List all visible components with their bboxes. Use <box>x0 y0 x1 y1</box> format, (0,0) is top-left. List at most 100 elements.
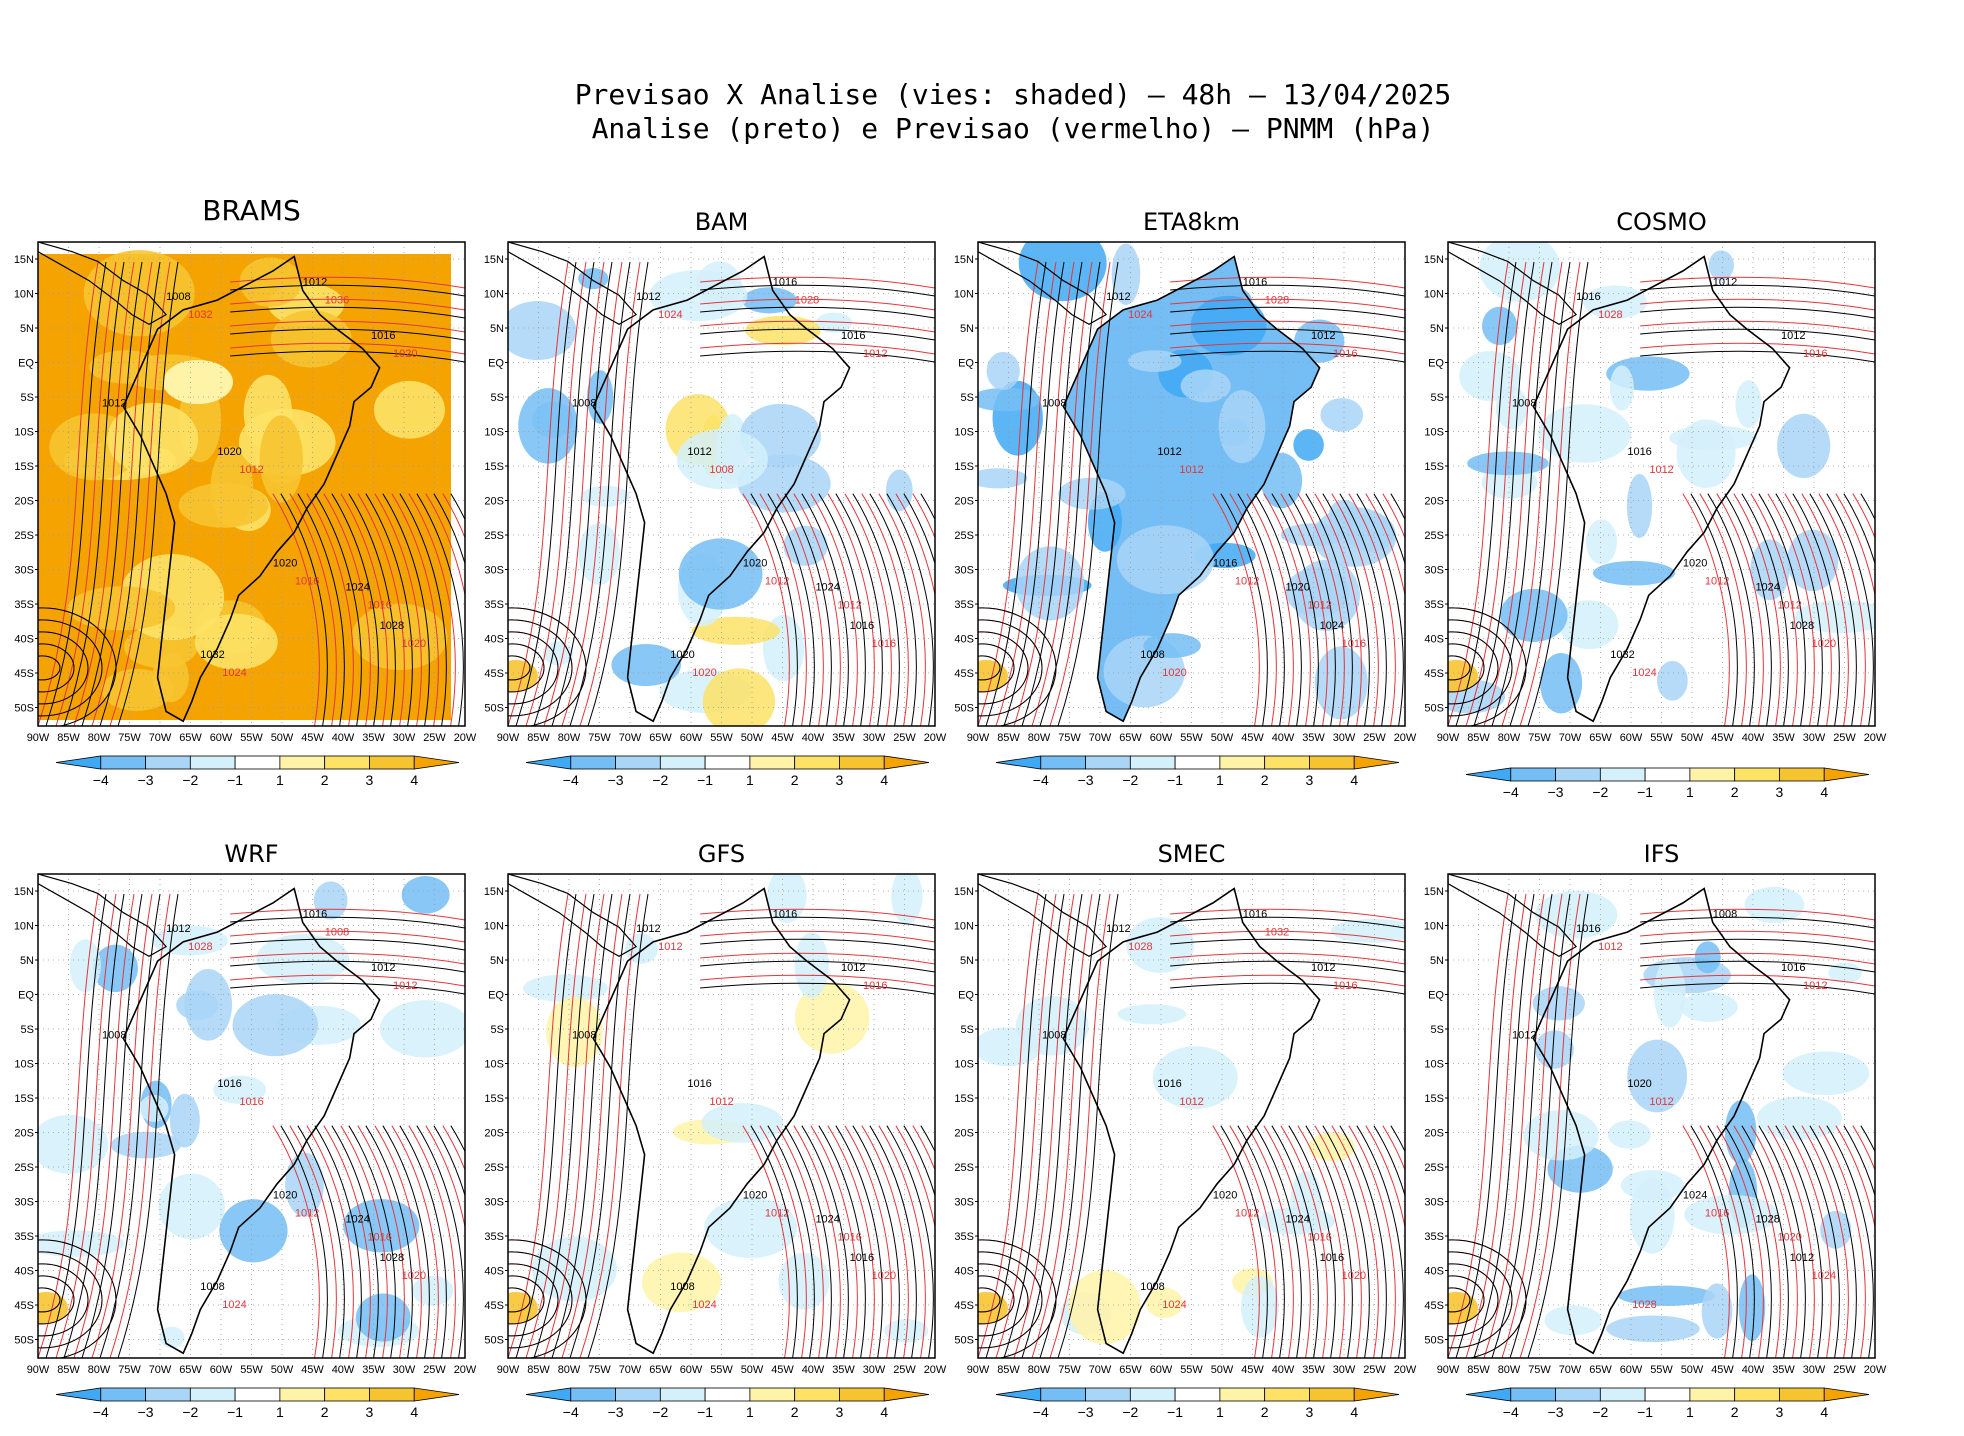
analysis-isobar <box>852 493 900 726</box>
lon-tick-label: 60W <box>1150 1364 1173 1376</box>
colorbar-cell <box>1689 1387 1736 1402</box>
forecast-isobar <box>73 261 135 726</box>
lon-tick-label: 70W <box>149 732 172 744</box>
analysis-label: 1008 <box>166 291 190 303</box>
analysis-isobar <box>1758 1125 1806 1358</box>
analysis-isobar <box>348 493 396 726</box>
bias-patch <box>1260 452 1303 509</box>
lat-tick-label: EQ <box>1428 358 1444 370</box>
forecast-label: 1024 <box>1812 1270 1836 1282</box>
lat-tick-label: 35S <box>1424 1231 1444 1243</box>
panel-ifs: IFS 1016 1008 1012 1016 1020 1024 1028 1012 1012 1… <box>1424 840 1887 1420</box>
forecast-label: 1012 <box>1649 1096 1673 1108</box>
colorbar-cell <box>1734 1387 1780 1402</box>
lon-tick-label: 50W <box>1211 1364 1234 1376</box>
analysis-isobar <box>1390 493 1405 521</box>
lon-tick-label: 80W <box>1498 1364 1521 1376</box>
analysis-isobar <box>1707 493 1755 726</box>
forecast-isobar <box>844 493 892 726</box>
lat-tick-label: 30S <box>14 565 34 577</box>
lon-tick-label: 55W <box>1650 732 1673 744</box>
bias-patch <box>219 1199 288 1263</box>
colorbar: −4 −3 −2 −1 1 2 3 4 <box>995 755 1400 788</box>
forecast-label: 1012 <box>1803 980 1827 992</box>
lon-tick-label: 90W <box>497 1364 520 1376</box>
bias-patch <box>239 257 302 307</box>
analysis-label: 1032 <box>1610 649 1634 661</box>
analysis-isobar <box>1473 893 1535 1358</box>
analysis-isobar <box>533 261 595 726</box>
colorbar-label: 2 <box>791 1404 799 1420</box>
analysis-label: 1024 <box>1285 1213 1309 1225</box>
central-america-outline <box>508 874 638 957</box>
panel-cosmo: COSMO 1016 1012 1008 1012 1016 1020 1024 1028 103… <box>1424 208 1887 800</box>
forecast-isobar <box>230 952 465 965</box>
bias-patch <box>1196 492 1231 535</box>
analysis-isobar <box>1021 261 1083 726</box>
bias-patch <box>1018 242 1107 302</box>
forecast-label: 1016 <box>1307 1231 1331 1243</box>
forecast-label: 1024 <box>1128 309 1152 321</box>
bias-patch <box>1293 429 1324 461</box>
forecast-label: 1016 <box>367 1231 391 1243</box>
forecast-label: 1020 <box>692 667 716 679</box>
bias-patch <box>978 468 1028 489</box>
analysis-label: 1008 <box>670 1281 694 1293</box>
colorbar-label: 4 <box>410 1404 418 1420</box>
forecast-isobar <box>1170 908 1405 921</box>
analysis-isobar <box>63 261 125 726</box>
analysis-isobar <box>45 261 107 726</box>
analysis-isobar <box>1509 261 1571 726</box>
analysis-isobar <box>1039 893 1101 1358</box>
analysis-label: 1016 <box>687 1078 711 1090</box>
south-america-outline <box>592 255 851 723</box>
analysis-isobar <box>1509 893 1571 1358</box>
panel-title: BRAMS <box>202 194 301 227</box>
forecast-label: 1016 <box>1803 348 1827 360</box>
lat-tick-label: 40S <box>14 634 34 646</box>
colorbar: −4 −3 −2 −1 1 2 3 4 <box>525 1387 930 1420</box>
bias-patch <box>1708 250 1734 281</box>
forecast-isobar <box>793 493 841 726</box>
lon-tick-label: 75W <box>588 732 611 744</box>
lat-tick-label: 5N <box>490 955 504 967</box>
bias-patch <box>194 613 278 670</box>
lat-tick-label: 50S <box>484 703 504 715</box>
lon-tick-label: 50W <box>271 1364 294 1376</box>
panel-smec: SMEC 1012 1016 1008 1012 1016 1020 1024 1016 1008… <box>954 840 1417 1420</box>
forecast-label: 1028 <box>1265 295 1289 307</box>
lon-tick-label: 45W <box>1241 732 1264 744</box>
bias-patch <box>1724 1100 1757 1164</box>
panel-title: BAM <box>695 208 749 236</box>
map-frame <box>507 241 936 727</box>
panel-title: SMEC <box>1158 840 1226 868</box>
analysis-label: 1024 <box>345 1213 369 1225</box>
colorbar-label: −2 <box>182 1404 198 1420</box>
analysis-isobar <box>920 493 935 521</box>
analysis-isobar <box>416 493 464 726</box>
lon-tick-label: 60W <box>1620 1364 1643 1376</box>
bias-patch <box>1618 1285 1716 1306</box>
analysis-isobar <box>1640 328 1875 341</box>
bias-patch <box>176 990 219 1020</box>
lon-tick-label: 85W <box>997 1364 1020 1376</box>
analysis-label: 1012 <box>371 962 395 974</box>
lon-tick-label: 75W <box>118 1364 141 1376</box>
lat-tick-label: 15S <box>14 461 34 473</box>
forecast-isobar <box>357 1125 405 1358</box>
analysis-label: 1020 <box>1683 557 1707 569</box>
analysis-isobar <box>81 261 143 726</box>
analysis-isobar <box>1448 1251 1513 1349</box>
analysis-isobar <box>587 893 649 1358</box>
bias-patch <box>1735 380 1762 428</box>
forecast-label: 1012 <box>239 464 263 476</box>
colorbar-cell <box>1085 1387 1131 1402</box>
analysis-isobar <box>985 261 1047 726</box>
lon-tick-label: 45W <box>771 1364 794 1376</box>
forecast-isobar <box>793 1125 841 1358</box>
colorbar-cell <box>794 755 840 770</box>
analysis-isobar <box>1448 1263 1499 1337</box>
forecast-isobar <box>1170 952 1405 965</box>
analysis-isobar <box>886 1125 934 1358</box>
analysis-isobar <box>1170 938 1405 951</box>
